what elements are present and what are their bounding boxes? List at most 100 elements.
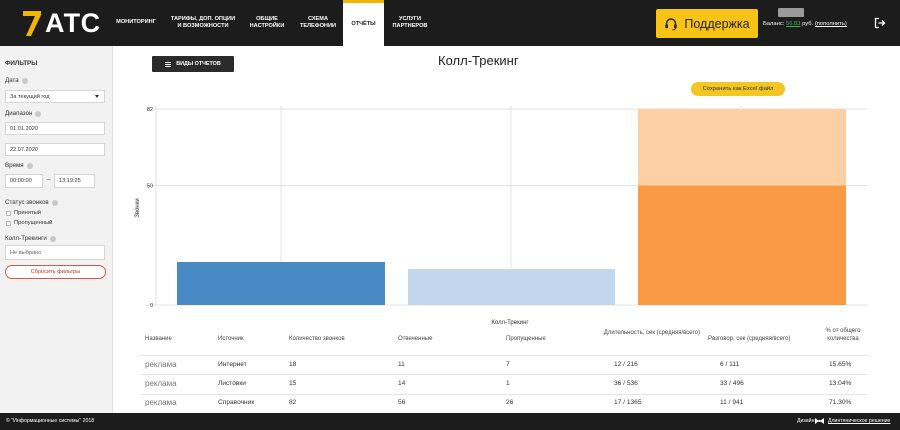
date-select[interactable]: За текущий год	[5, 90, 105, 103]
help-icon[interactable]	[26, 162, 33, 169]
tracking-select[interactable]: Не выбрано	[5, 245, 105, 260]
table-cell: 18	[289, 361, 297, 368]
nav-item-settings[interactable]: ОБЩИЕ НАСТРОЙКИ	[249, 15, 285, 29]
table-row-divider	[141, 374, 867, 375]
table-cell: 11	[398, 361, 405, 368]
time-to-input[interactable]: 13:19:25	[54, 174, 95, 188]
chart-y-tick-label: 82	[147, 107, 153, 113]
time-label-text: Время	[5, 162, 24, 169]
logout-icon[interactable]	[874, 17, 886, 29]
help-icon[interactable]	[51, 199, 58, 206]
save-excel-button[interactable]: Сохранить как Excel файл	[691, 82, 785, 96]
report-types-button[interactable]: ВИДЫ ОТЧЕТОВ	[152, 56, 234, 72]
table-cell: 1	[506, 380, 510, 387]
table-cell-name: реклама	[145, 360, 177, 369]
table-cell: 71.30%	[829, 399, 852, 406]
user-name-redacted	[778, 8, 804, 17]
table-header-cell: Длительность, сек (средняя/всего)	[603, 330, 700, 336]
time-from-input[interactable]: 00:00:00	[5, 174, 43, 188]
help-icon[interactable]	[35, 110, 42, 117]
status-missed-label: Пропущенный	[14, 220, 53, 226]
reset-filters-button[interactable]: Сбросить фильтры	[5, 265, 106, 279]
balance: Баланс: 56.83 руб. (пополнить)	[763, 21, 847, 27]
table-cell: 17 / 1365	[614, 399, 642, 406]
chart-y-tick-label: 50	[147, 183, 153, 189]
chart-bar-справочник-segment	[638, 109, 846, 186]
table-header-cell: Отвеченные	[398, 336, 433, 342]
table-header-cell: Количество звонков	[289, 336, 345, 342]
table-cell: 26	[506, 399, 514, 406]
balance-amount[interactable]: 56.83	[785, 21, 801, 27]
balance-currency: руб.	[802, 21, 814, 27]
design-link[interactable]: Длинтяническое решение	[828, 418, 891, 424]
balance-label: Баланс:	[763, 21, 785, 27]
table-header-cell: % от общего количества	[825, 328, 861, 342]
table-header-cell: Источник	[218, 336, 244, 342]
logo-seven-icon	[20, 9, 42, 37]
chart-bar	[177, 261, 385, 305]
range-from-input[interactable]: 01.01.2020	[5, 122, 105, 135]
checkbox[interactable]	[6, 210, 11, 216]
table-cell-name: реклама	[145, 379, 177, 388]
chart-bars	[177, 109, 846, 305]
table-cell: 6 / 111	[720, 361, 740, 368]
status-accepted-checkbox[interactable]: Принятый	[6, 210, 41, 216]
date-label: Дата	[5, 77, 28, 84]
range-to-input[interactable]: 22.07.2020	[5, 143, 105, 156]
nav-item-partner-services[interactable]: УСЛУГИ ПАРТНЕРОВ	[392, 15, 428, 29]
table-cell: 13.04%	[829, 380, 852, 387]
tracking-label: Колл-Трекинги	[5, 235, 56, 242]
table-cell: Справочник	[218, 399, 255, 406]
bowtie-icon	[815, 418, 824, 424]
table-header-cell: Разговор, сек (средняя/всего)	[708, 336, 791, 342]
chart-grid	[145, 106, 868, 306]
date-label-text: Дата	[5, 77, 19, 84]
table-cell: 15	[289, 380, 297, 387]
table-cell: 11 / 941	[720, 399, 744, 406]
help-icon[interactable]	[49, 235, 56, 242]
chevron-down-icon	[95, 95, 99, 98]
table-cell: 7	[506, 361, 510, 368]
chart-bar-справочник-segment	[638, 185, 846, 305]
nav-item-tariffs[interactable]: ТАРИФЫ, ДОП. ОПЦИИ И ВОЗМОЖНОСТИ	[170, 15, 236, 29]
table-cell: 82	[289, 399, 297, 406]
time-range-dash: –	[47, 176, 51, 183]
table-cell: 33 / 496	[720, 380, 744, 387]
table-cell: Листовки	[218, 380, 246, 387]
support-label: Поддержка	[684, 16, 750, 31]
menu-icon	[165, 61, 172, 67]
table-header-cell: Пропущенные	[506, 336, 546, 342]
help-icon[interactable]	[21, 77, 28, 84]
table-row-divider	[141, 394, 867, 395]
nav-item-monitoring[interactable]: МОНИТОРИНГ	[116, 19, 156, 26]
filters-title: ФИЛЬТРЫ	[5, 60, 38, 67]
status-missed-checkbox[interactable]: Пропущенный	[6, 220, 52, 226]
table-cell: 36 / 536	[614, 380, 638, 387]
top-navigation: АТС МОНИТОРИНГ ТАРИФЫ, ДОП. ОПЦИИ И ВОЗМ…	[0, 0, 900, 46]
support-button[interactable]: Поддержка	[656, 9, 758, 38]
chart-y-ticks: 0 50 82	[147, 107, 153, 309]
status-label: Статус звонков	[5, 199, 58, 206]
design-label: Дизайн	[797, 418, 815, 424]
table-cell: 12 / 216	[614, 361, 638, 368]
copyright: © "Информационные системы" 2018	[6, 418, 95, 424]
footer: © "Информационные системы" 2018 Дизайн Д…	[0, 413, 900, 430]
status-accepted-label: Принятый	[14, 210, 42, 216]
checkbox[interactable]	[6, 220, 11, 226]
chart-y-tick-label: 0	[150, 303, 153, 309]
chart-y-axis-label: Звонки	[135, 198, 141, 217]
page-title: Колл-Трекинг	[438, 53, 519, 68]
balance-topup-link[interactable]: (пополнить)	[814, 21, 847, 27]
nav-item-reports[interactable]: ОТЧЁТЫ	[343, 0, 384, 46]
table-cell: 56	[398, 399, 406, 406]
headset-icon	[665, 17, 678, 30]
range-label: Диапазон	[5, 110, 42, 117]
range-label-text: Диапазон	[5, 110, 33, 117]
date-select-value: За текущий год	[10, 93, 50, 100]
table-cell-name: реклама	[145, 398, 177, 407]
table-cell: 14	[398, 380, 406, 387]
logo[interactable]: АТС	[20, 8, 101, 38]
time-label: Время	[5, 162, 33, 169]
logo-text: АТС	[45, 7, 101, 38]
nav-item-telephony-scheme[interactable]: СХЕМА ТЕЛЕФОНИИ	[299, 15, 336, 29]
